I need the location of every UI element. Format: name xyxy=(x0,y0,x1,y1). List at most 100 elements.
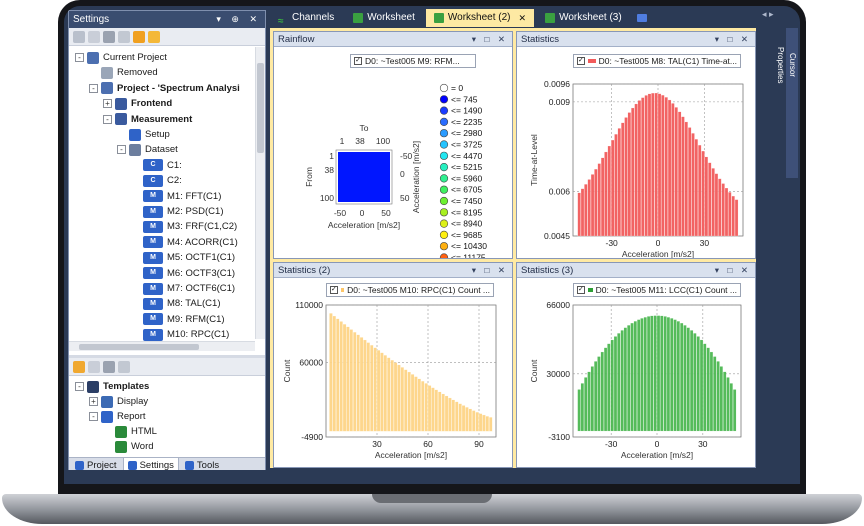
collapse-icon[interactable]: - xyxy=(117,145,126,155)
pane-controls[interactable]: ▾ □ ✕ xyxy=(714,265,751,275)
histogram-bar xyxy=(387,357,391,432)
histogram-bar xyxy=(723,371,727,432)
histogram-bar xyxy=(366,342,371,432)
tree-item-label: Word xyxy=(131,441,154,452)
document-tab-label: Channels xyxy=(292,12,335,23)
tree-item[interactable]: - Dataset xyxy=(117,142,178,157)
statistics-2-title: Statistics (2) xyxy=(278,265,331,276)
panel-tab-label: Tools xyxy=(196,460,220,471)
tree-item[interactable]: Word xyxy=(103,439,154,454)
color-scale-swatch xyxy=(439,117,449,126)
undo-icon[interactable] xyxy=(118,30,130,43)
histogram-bar xyxy=(414,376,418,432)
key-icon[interactable] xyxy=(133,30,145,43)
tree-item[interactable]: - Templates xyxy=(75,379,149,394)
M-icon: M xyxy=(143,220,163,233)
tree-item[interactable]: + Display xyxy=(89,394,148,409)
scroll-thumb[interactable] xyxy=(257,63,264,153)
tree-item[interactable]: C C1: xyxy=(131,158,182,173)
histogram-bar xyxy=(724,187,729,237)
pane-controls[interactable]: ▾ □ ✕ xyxy=(471,265,508,275)
collapse-icon[interactable]: - xyxy=(75,53,84,62)
legend-checkbox[interactable]: ✓ xyxy=(577,57,585,65)
tree-item[interactable]: M M3: FRF(C1,C2) xyxy=(131,219,237,234)
tree-item[interactable]: M M8: TAL(C1) xyxy=(131,296,221,311)
expand-icon[interactable]: + xyxy=(103,99,112,109)
new-tab-button[interactable] xyxy=(633,9,651,27)
panel-splitter[interactable] xyxy=(69,355,265,358)
tree-vertical-scrollbar[interactable] xyxy=(255,47,265,339)
tree-item[interactable]: - Report xyxy=(89,409,146,424)
tree-item[interactable]: - Measurement xyxy=(103,112,192,127)
tree-item[interactable]: Setup xyxy=(117,127,170,142)
statistics-2-legend[interactable]: ✓ D0: ~Test005 M10: RPC(C1) Count ... xyxy=(326,283,494,297)
histogram-bar xyxy=(482,414,486,432)
tree-item[interactable]: - Project - 'Spectrum Analysi xyxy=(89,81,240,96)
histogram-bar xyxy=(726,377,730,432)
save-icon[interactable] xyxy=(88,360,100,373)
left-axis-title: From xyxy=(304,167,314,187)
rainflow-legend[interactable]: ✓ D0: ~Test005 M9: RFM... xyxy=(350,54,476,68)
tree-item-label: Report xyxy=(117,411,146,422)
collapse-icon[interactable]: - xyxy=(103,114,112,124)
panel-controls[interactable]: ▾ ⊕ ✕ xyxy=(216,14,261,24)
legend-checkbox[interactable]: ✓ xyxy=(354,57,362,65)
tree-item[interactable]: HTML xyxy=(103,424,157,439)
histogram-bar xyxy=(370,344,374,432)
tree-item[interactable]: - Current Project xyxy=(75,50,167,65)
pane-controls[interactable]: ▾ □ ✕ xyxy=(714,34,751,44)
close-tab-icon[interactable]: ✕ xyxy=(518,13,527,23)
tree-item[interactable]: M M2: PSD(C1) xyxy=(131,204,223,219)
tab-scroll-arrows[interactable]: ◂ ▸ xyxy=(762,9,774,19)
new-worksheet-icon[interactable] xyxy=(636,14,647,22)
tree-item[interactable]: M M5: OCTF1(C1) xyxy=(131,250,235,265)
tree-item[interactable]: M M7: OCTF6(C1) xyxy=(131,281,235,296)
collapse-icon[interactable]: - xyxy=(89,412,98,421)
side-tab-properties[interactable]: Properties xyxy=(776,47,785,84)
open-icon[interactable] xyxy=(73,30,85,43)
histogram-bar xyxy=(383,355,388,432)
tree-item[interactable]: + Frontend xyxy=(103,96,172,111)
expand-icon[interactable]: + xyxy=(89,397,98,406)
tree-horizontal-scrollbar[interactable] xyxy=(69,341,255,351)
tree-item[interactable]: Removed xyxy=(89,65,158,80)
tree-item[interactable]: M M10: RPC(C1) xyxy=(131,327,229,342)
scroll-thumb-h[interactable] xyxy=(79,344,199,350)
statistics-3-title: Statistics (3) xyxy=(521,265,574,276)
folder-icon[interactable] xyxy=(73,360,85,373)
collapse-icon[interactable]: - xyxy=(75,382,84,391)
histogram-bar xyxy=(613,336,618,432)
histogram-bar xyxy=(664,97,668,237)
side-tab-cursor[interactable]: Cursor xyxy=(788,53,797,78)
histogram-bar xyxy=(475,411,479,432)
statistics-pane-header: Statistics ▾ □ ✕ xyxy=(517,32,755,47)
key-remove-icon[interactable] xyxy=(148,30,160,43)
tree-item[interactable]: M M4: ACORR(C1) xyxy=(131,235,238,250)
tree-item-label: Dataset xyxy=(145,144,178,156)
x-axis-title: Acceleration [m/s2] xyxy=(621,450,693,460)
tree-item[interactable]: C C2: xyxy=(131,173,182,188)
panel-tab-project[interactable]: Project xyxy=(71,458,121,473)
document-tab[interactable]: Worksheet (2) ✕ xyxy=(425,9,535,27)
histogram-bar xyxy=(421,380,425,432)
panel-tab-tools[interactable]: Tools xyxy=(181,458,223,473)
histogram-bar xyxy=(587,371,591,432)
statistics-3-legend[interactable]: ✓ D0: ~Test005 M11: LCC(C1) Count ... xyxy=(573,283,741,297)
document-tab[interactable]: Worksheet (3) xyxy=(537,9,630,27)
tree-item[interactable]: M M6: OCTF3(C1) xyxy=(131,266,235,281)
tree-item[interactable]: M M1: FFT(C1) xyxy=(131,189,221,204)
delete-icon[interactable] xyxy=(103,360,115,373)
undo-icon[interactable] xyxy=(118,360,130,373)
document-tab[interactable]: ≈ Channels xyxy=(270,9,342,27)
save-icon[interactable] xyxy=(88,30,100,43)
statistics-legend[interactable]: ✓ D0: ~Test005 M8: TAL(C1) Time-at... xyxy=(573,54,741,68)
histogram-bar xyxy=(696,336,700,432)
histogram-bar xyxy=(703,343,707,432)
tree-item[interactable]: M M9: RFM(C1) xyxy=(131,312,225,327)
delete-icon[interactable] xyxy=(103,30,115,43)
collapse-icon[interactable]: - xyxy=(89,83,98,93)
legend-checkbox[interactable]: ✓ xyxy=(577,286,585,294)
pane-controls[interactable]: ▾ □ ✕ xyxy=(471,34,508,44)
document-tab[interactable]: Worksheet xyxy=(345,9,423,27)
legend-checkbox[interactable]: ✓ xyxy=(330,286,338,294)
